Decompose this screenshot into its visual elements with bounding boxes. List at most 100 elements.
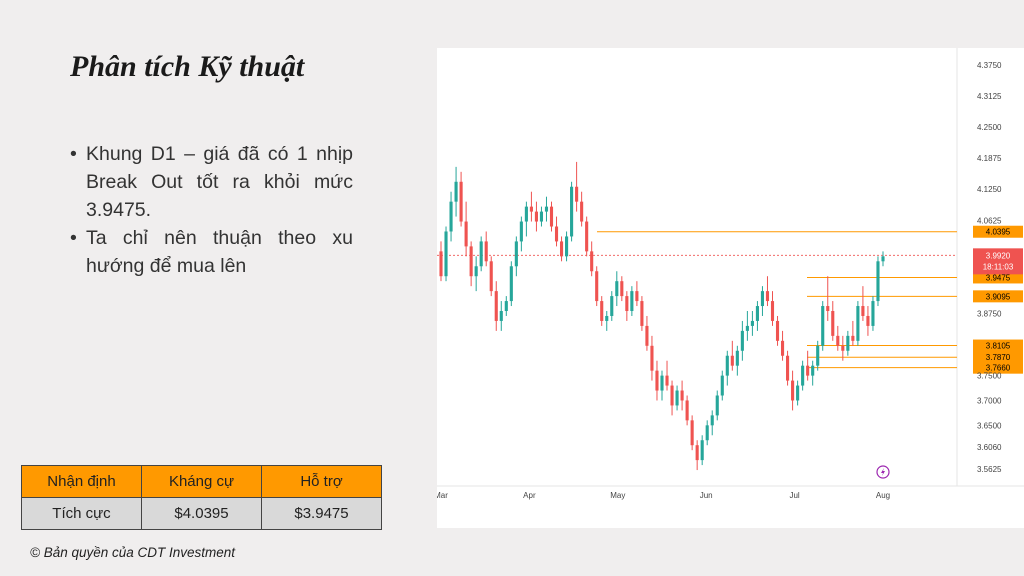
x-tick-label: Aug [876, 491, 890, 500]
candle-body [640, 301, 644, 326]
candle-body [821, 306, 825, 346]
candle-body [796, 385, 800, 401]
candle-body [615, 281, 619, 297]
y-tick-label: 4.2500 [977, 123, 1002, 132]
level-label-bg [973, 339, 1023, 352]
page-title: Phân tích Kỹ thuật [70, 50, 305, 83]
candle-body [479, 241, 483, 267]
candle-body [871, 301, 875, 326]
candle-body [610, 296, 614, 316]
candle-body [720, 375, 724, 396]
candle-body [645, 325, 649, 346]
candle-body [745, 325, 749, 331]
candle-body [650, 345, 654, 371]
candle-body [565, 236, 569, 257]
candle-body [755, 306, 759, 321]
candle-body [444, 231, 448, 277]
table-cell: $3.9475 [261, 497, 382, 530]
candle-body [660, 375, 664, 391]
candle-body [600, 301, 604, 321]
level-label-bg [973, 290, 1023, 303]
candle-body [760, 291, 765, 307]
level-label-bg [973, 361, 1023, 374]
price-chart: 4.0395 3.9475 3.9095 3.8105 3.7870 3.7660 3.99… [437, 48, 1024, 528]
candle-body [635, 291, 639, 302]
candle-body [775, 320, 780, 341]
x-tick-label: Apr [523, 491, 536, 500]
candle-body [655, 370, 659, 391]
candle-body [690, 420, 694, 446]
table-header-row: Nhận định Kháng cự Hỗ trợ [21, 465, 382, 498]
candle-body [499, 311, 503, 321]
bullet-text: Ta chỉ nên thuận theo xu hướng để mua lê… [86, 227, 353, 277]
candle-body [489, 261, 493, 292]
candle-body [549, 206, 554, 227]
candle-body [881, 256, 885, 262]
candle-body [580, 201, 584, 222]
y-tick-label: 4.1875 [977, 154, 1002, 163]
y-tick-label: 3.7000 [977, 396, 1002, 405]
candle-body [575, 186, 579, 202]
candle-body [529, 206, 533, 212]
candle-body [585, 221, 589, 252]
candle-body [791, 380, 795, 401]
bullet-item: • Khung D1 – giá đã có 1 nhịp Break Out … [70, 140, 353, 224]
level-label: 4.0395 [986, 228, 1011, 237]
candle-body [695, 445, 699, 461]
candle-body [770, 301, 775, 321]
candle-body [665, 375, 669, 386]
candle-body [630, 291, 634, 312]
candle-body [570, 186, 574, 237]
y-tick-label: 3.5625 [977, 465, 1002, 474]
chart-svg: 4.0395 3.9475 3.9095 3.8105 3.7870 3.7660 3.99… [437, 48, 1024, 500]
candle-body [514, 241, 518, 267]
level-label-bg [973, 351, 1023, 364]
candle-body [846, 335, 850, 351]
candle-body [740, 330, 744, 351]
level-label: 3.7660 [986, 364, 1011, 373]
candle-body [544, 206, 549, 212]
candle-body [836, 335, 840, 346]
candle-body [866, 315, 870, 326]
candle-body [831, 311, 835, 336]
x-tick-label: May [610, 491, 625, 500]
table-header-cell: Hỗ trợ [261, 465, 382, 498]
y-tick-label: 4.0625 [977, 216, 1002, 225]
y-tick-label: 3.6060 [977, 443, 1002, 452]
candle-body [700, 440, 704, 461]
candle-body [595, 271, 599, 302]
candle-body [474, 266, 478, 277]
candle-body [534, 211, 538, 222]
candle-body [876, 261, 880, 302]
y-tick-label: 3.7500 [977, 372, 1002, 381]
candle-body [765, 291, 770, 302]
candle-body [780, 340, 785, 356]
candle-body [856, 306, 860, 341]
x-tick-label: Mar [437, 491, 448, 500]
level-label-bg [973, 271, 1023, 284]
candle-body [816, 345, 820, 366]
candle-body [625, 296, 629, 312]
candle-body [725, 355, 729, 376]
summary-table: Nhận định Kháng cự Hỗ trợ Tích cực $4.03… [21, 465, 382, 530]
level-label: 3.8105 [986, 342, 1011, 351]
bullet-list: • Khung D1 – giá đã có 1 nhịp Break Out … [70, 140, 353, 280]
level-label: 3.7870 [986, 353, 1011, 362]
candle-body [459, 181, 463, 222]
candle-body [801, 365, 805, 386]
x-tick-label: Jul [789, 491, 799, 500]
candle-body [826, 306, 830, 312]
candle-body [519, 221, 523, 242]
lightning-icon [881, 468, 885, 476]
candle-body [494, 291, 498, 321]
candle-body [705, 425, 709, 441]
table-header-cell: Kháng cự [141, 465, 262, 498]
candle-body [439, 251, 443, 277]
candle-body [750, 320, 754, 326]
candle-body [730, 355, 734, 366]
table-cell: $4.0395 [141, 497, 262, 530]
candle-body [675, 390, 679, 406]
candle-body [715, 395, 719, 416]
candle-body [735, 350, 739, 366]
candle-body [811, 365, 815, 376]
